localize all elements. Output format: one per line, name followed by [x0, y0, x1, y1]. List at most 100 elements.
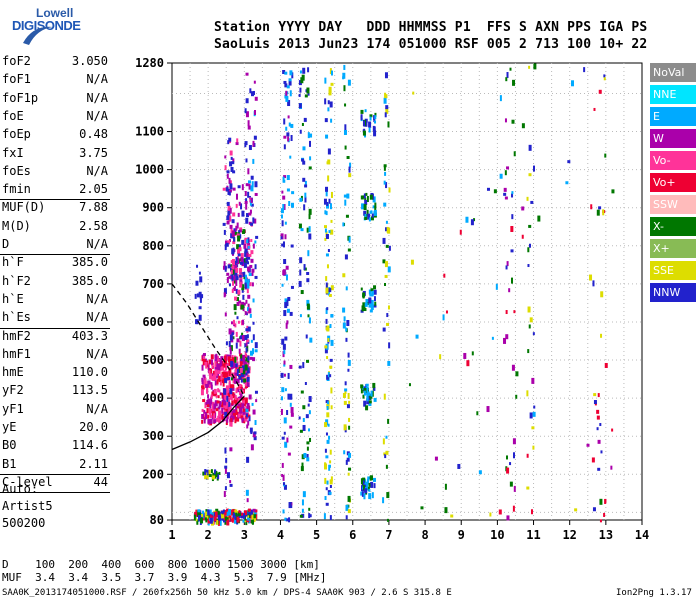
echo-point [209, 515, 213, 519]
echo-point [200, 513, 203, 517]
echo-point [254, 264, 257, 270]
echo-point [232, 409, 236, 416]
echo-point [228, 405, 232, 412]
echo-point [347, 393, 350, 400]
echo-point [222, 509, 225, 513]
echo-point [374, 120, 377, 124]
echo-point [308, 514, 312, 518]
echo-point [247, 513, 251, 519]
echo-point [327, 401, 330, 405]
echo-point [240, 415, 244, 419]
echo-point [466, 360, 470, 367]
echo-point [252, 321, 255, 325]
echo-point [248, 183, 251, 190]
echo-point [248, 212, 252, 216]
param-value: 114.6 [71, 438, 108, 453]
echo-point [201, 419, 204, 424]
echo-point [240, 378, 243, 383]
echo-point [286, 175, 290, 181]
echo-point [246, 456, 250, 463]
echo-point [228, 189, 232, 193]
echo-point [230, 274, 234, 280]
echo-point [223, 400, 227, 406]
scaling-line-2: Artist5 [2, 499, 53, 513]
echo-point [239, 258, 242, 262]
echo-point [373, 115, 376, 121]
echo-point [251, 514, 254, 520]
echo-point [345, 459, 348, 465]
echo-point [364, 109, 367, 113]
echo-point [230, 509, 233, 516]
echo-point [252, 243, 255, 249]
echo-point [330, 314, 334, 318]
echo-point [234, 260, 238, 267]
echo-point [284, 234, 287, 240]
echo-point [306, 272, 310, 276]
echo-point [234, 516, 237, 520]
echo-point [221, 407, 224, 414]
echo-point [238, 247, 242, 252]
echo-point [299, 87, 302, 93]
param-separator [0, 327, 110, 329]
echo-point [603, 74, 606, 78]
echo-point [531, 426, 535, 430]
echo-point [386, 518, 389, 522]
echo-point [202, 361, 206, 366]
echo-point [194, 293, 197, 299]
echo-point [239, 395, 242, 400]
echo-point [240, 393, 243, 397]
echo-point [229, 483, 233, 487]
echo-point [241, 230, 245, 234]
echo-point [285, 322, 288, 329]
echo-point [327, 338, 330, 343]
echo-point [299, 514, 303, 518]
echo-point [590, 204, 593, 210]
echo-point [307, 67, 310, 73]
echo-point [281, 473, 284, 477]
echo-point [307, 250, 310, 257]
echo-point [330, 285, 334, 291]
param-name: yF2 [2, 383, 24, 398]
echo-point [329, 479, 333, 485]
echo-point [347, 248, 351, 252]
echo-point [210, 384, 213, 390]
echo-point [290, 123, 294, 128]
echo-point [369, 210, 373, 214]
echo-point [305, 334, 308, 339]
echo-point [217, 519, 220, 526]
echo-point [326, 412, 330, 418]
echo-point [212, 475, 216, 480]
echo-point [326, 203, 330, 209]
echo-point [367, 476, 371, 480]
echo-point [364, 302, 368, 307]
echo-point [442, 314, 445, 321]
echo-point [223, 292, 226, 298]
echo-point [225, 385, 229, 392]
echo-point [224, 516, 227, 521]
echo-point [212, 374, 216, 381]
param-name: hmF1 [2, 346, 31, 361]
echo-point [242, 306, 245, 312]
echo-point [246, 339, 250, 343]
echo-point [247, 517, 250, 521]
echo-point [219, 392, 222, 396]
echo-point [324, 237, 327, 241]
echo-point [328, 198, 331, 204]
echo-point [241, 376, 244, 380]
echo-point [383, 165, 386, 171]
echo-point [330, 191, 333, 198]
echo-point [208, 408, 212, 415]
echo-point [210, 354, 214, 360]
echo-point [327, 372, 330, 378]
echo-point [286, 300, 289, 307]
param-value: 113.5 [71, 383, 108, 398]
echo-point [367, 213, 371, 220]
echo-point [537, 215, 541, 222]
echo-point [237, 389, 240, 393]
echo-point [252, 514, 256, 519]
param-row: h`F 385.0 [2, 255, 108, 273]
echo-point [388, 342, 391, 349]
echo-point [244, 278, 248, 284]
echo-point [526, 196, 529, 201]
echo-point [245, 258, 249, 262]
